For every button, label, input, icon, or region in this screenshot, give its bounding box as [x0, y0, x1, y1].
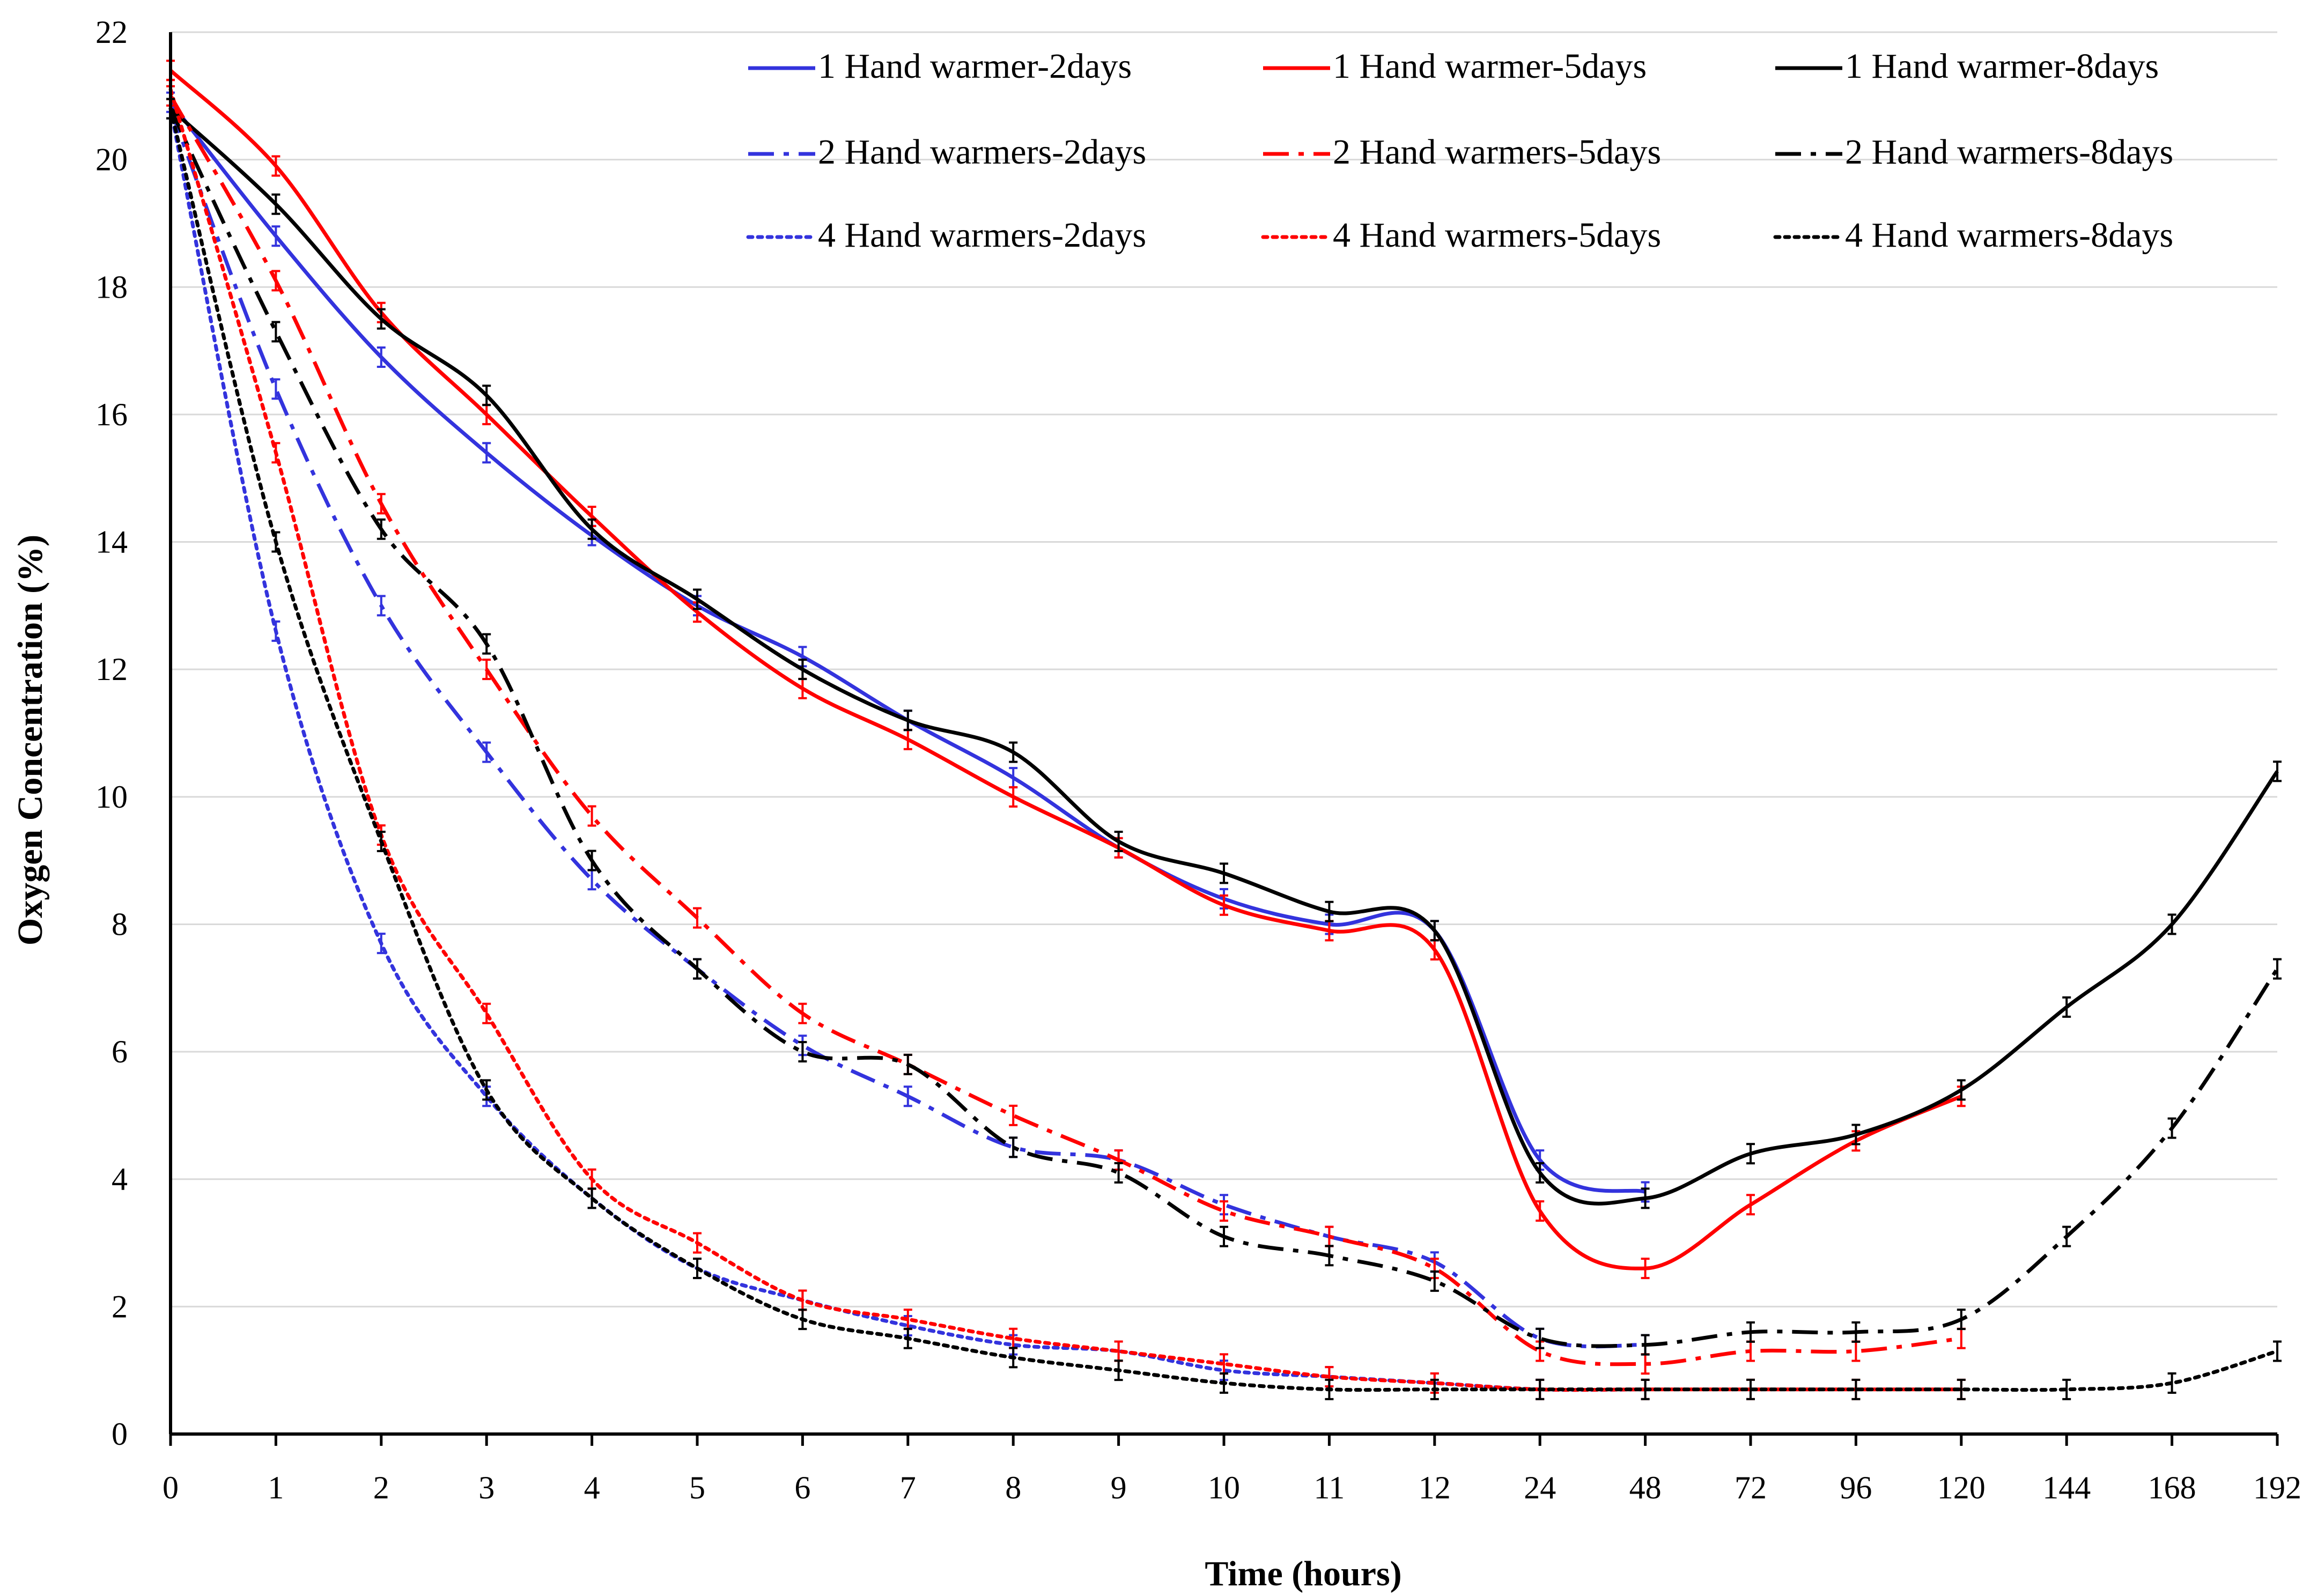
gridlines: [171, 31, 2277, 1307]
legend-label: 2 Hand warmers-5days: [1333, 132, 1661, 172]
legend-item: 1 Hand warmer-2days: [748, 47, 1132, 86]
y-tick-label: 2: [112, 1289, 128, 1324]
x-tick-label: 4: [584, 1470, 600, 1505]
legend-label: 2 Hand warmers-8days: [1845, 132, 2173, 172]
x-tick-label: 144: [2042, 1470, 2091, 1505]
x-tick-label: 7: [900, 1470, 916, 1505]
series-8: [166, 78, 1966, 1400]
legend-item: 2 Hand warmers-5days: [1263, 132, 1661, 172]
series-9: [166, 98, 2282, 1400]
series-3: [166, 98, 2282, 1209]
series-line: [169, 101, 1646, 1194]
legend-label: 1 Hand warmer-5days: [1333, 47, 1647, 86]
legend-item: 1 Hand warmer-8days: [1775, 47, 2159, 86]
legend-item: 1 Hand warmer-5days: [1263, 47, 1647, 86]
y-tick-label: 6: [112, 1034, 128, 1069]
y-tick-label: 8: [112, 906, 128, 942]
series-6: [166, 98, 2282, 1356]
y-tick-label: 14: [95, 524, 128, 560]
x-axis-title: Time (hours): [1205, 1554, 1401, 1593]
x-tick-label: 48: [1629, 1470, 1662, 1505]
series-line: [169, 107, 2279, 1206]
legend-item: 2 Hand warmers-2days: [748, 132, 1146, 172]
y-tick-label: 16: [95, 397, 128, 432]
y-tick-labels: 0 2 4 6 8 10 12 14 16 18 20 22: [95, 14, 128, 1452]
y-tick-label: 0: [112, 1416, 128, 1452]
series-5: [166, 85, 1966, 1375]
legend-item: 4 Hand warmers-8days: [1773, 216, 2173, 255]
y-tick-label: 18: [95, 269, 128, 305]
x-tick-label: 96: [1840, 1470, 1872, 1505]
x-tick-label: 10: [1208, 1470, 1240, 1505]
x-tick-label: 11: [1314, 1470, 1345, 1505]
x-tick-label: 120: [1937, 1470, 1986, 1505]
x-tick-label: 168: [2148, 1470, 2196, 1505]
legend-item: 4 Hand warmers-2days: [746, 216, 1146, 255]
x-tick-label: 8: [1005, 1470, 1021, 1505]
y-tick-label: 20: [95, 142, 128, 178]
legend-label: 4 Hand warmers-2days: [818, 216, 1146, 255]
x-tick-label: 24: [1524, 1470, 1556, 1505]
x-tick-label: 9: [1111, 1470, 1127, 1505]
legend-label: 2 Hand warmers-2days: [818, 132, 1146, 172]
legend-label: 4 Hand warmers-5days: [1333, 216, 1661, 255]
x-tick-label: 72: [1735, 1470, 1767, 1505]
x-tick-labels: 0 1 2 3 4 5 6 7 8 9 10 11 12 24 48 72 96 120 144 168 192: [163, 1470, 2301, 1505]
x-tick-label: 1: [268, 1470, 284, 1505]
legend-label: 4 Hand warmers-8days: [1845, 216, 2173, 255]
legend-item: 2 Hand warmers-8days: [1775, 132, 2173, 172]
series-line: [168, 108, 2279, 1348]
x-tick-label: 6: [794, 1470, 810, 1505]
x-tick-label: 2: [373, 1470, 389, 1505]
y-tick-label: 22: [95, 14, 128, 50]
y-tick-label: 4: [112, 1162, 128, 1197]
series-line: [168, 87, 1964, 1392]
x-tick-label: 192: [2253, 1470, 2301, 1505]
x-tick-label: 3: [478, 1470, 495, 1505]
legend-label: 1 Hand warmer-2days: [818, 47, 1132, 86]
y-tick-label: 10: [95, 779, 128, 815]
x-tick-label: 5: [689, 1470, 705, 1505]
series-1: [166, 91, 1650, 1203]
y-axis-title: Oxygen Concentration (%): [11, 535, 50, 945]
x-tick-label: 12: [1419, 1470, 1451, 1505]
x-tick-label: 0: [163, 1470, 179, 1505]
legend-item: 4 Hand warmers-5days: [1261, 216, 1661, 255]
legend-label: 1 Hand warmer-8days: [1845, 47, 2159, 86]
legend: 1 Hand warmer-2days 1 Hand warmer-5days 1 …: [746, 47, 2173, 255]
y-tick-label: 12: [95, 652, 128, 687]
series-lines: [166, 60, 2282, 1400]
series-line: [168, 95, 1962, 1366]
axes: [169, 32, 2279, 1446]
